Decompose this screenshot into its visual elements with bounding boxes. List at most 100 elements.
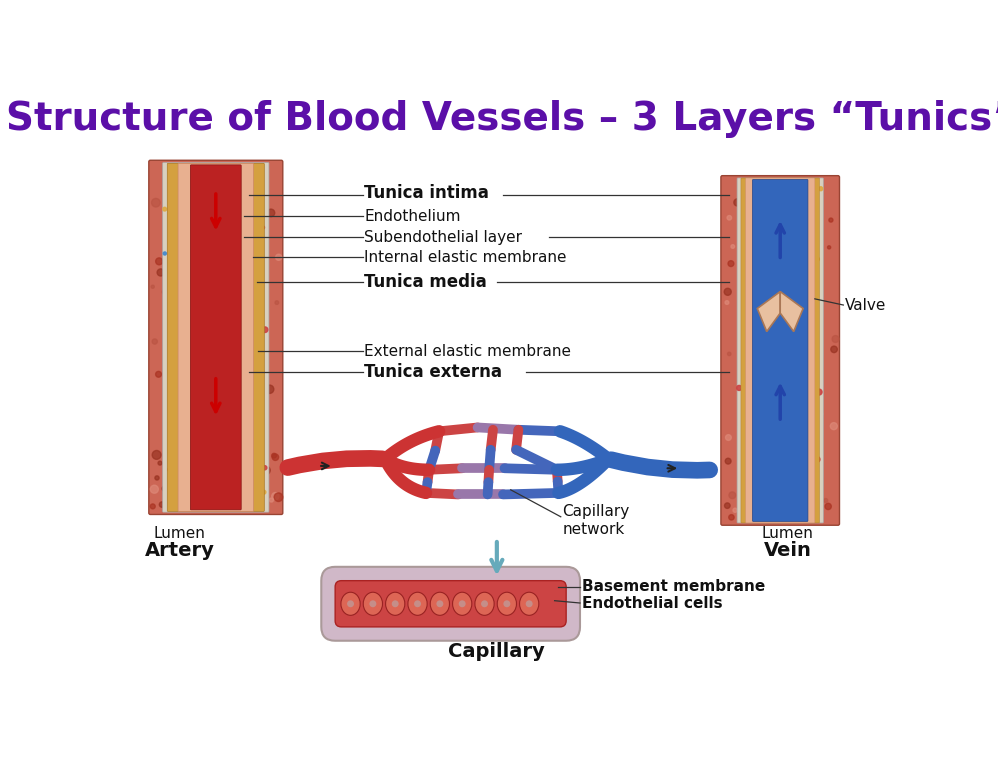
Circle shape (271, 453, 276, 458)
Circle shape (162, 486, 168, 491)
Circle shape (818, 186, 822, 191)
Circle shape (829, 218, 833, 222)
Circle shape (261, 466, 270, 475)
Circle shape (271, 493, 279, 500)
Circle shape (162, 290, 167, 294)
Circle shape (168, 468, 173, 472)
Ellipse shape (459, 600, 466, 607)
Text: Artery: Artery (145, 541, 215, 560)
Circle shape (728, 215, 732, 220)
Circle shape (265, 385, 273, 393)
Circle shape (172, 294, 178, 300)
Circle shape (725, 503, 731, 509)
Circle shape (160, 502, 165, 507)
Ellipse shape (408, 592, 427, 615)
Circle shape (156, 258, 163, 265)
FancyBboxPatch shape (738, 178, 823, 523)
Text: Lumen: Lumen (761, 526, 813, 541)
FancyBboxPatch shape (746, 178, 814, 523)
Circle shape (155, 476, 159, 480)
Circle shape (734, 199, 742, 206)
Circle shape (267, 209, 274, 217)
FancyBboxPatch shape (321, 567, 580, 641)
FancyBboxPatch shape (741, 178, 819, 523)
Circle shape (169, 377, 173, 381)
Ellipse shape (347, 600, 354, 607)
Circle shape (738, 426, 742, 430)
Polygon shape (780, 292, 803, 331)
Circle shape (274, 493, 282, 502)
Text: Endothelium: Endothelium (364, 209, 461, 224)
Circle shape (157, 269, 165, 276)
Circle shape (815, 257, 819, 261)
Circle shape (151, 485, 159, 493)
Text: Endothelial cells: Endothelial cells (582, 596, 723, 610)
Circle shape (726, 458, 732, 464)
Circle shape (726, 301, 729, 305)
Circle shape (158, 461, 162, 465)
Circle shape (261, 226, 264, 229)
Circle shape (262, 490, 265, 494)
Text: Capillary
network: Capillary network (562, 504, 630, 537)
Text: Tunica externa: Tunica externa (364, 363, 502, 381)
Text: External elastic membrane: External elastic membrane (364, 343, 572, 359)
Circle shape (737, 385, 742, 390)
Text: Internal elastic membrane: Internal elastic membrane (364, 250, 567, 265)
FancyBboxPatch shape (178, 163, 253, 512)
Circle shape (814, 456, 820, 462)
Circle shape (733, 508, 738, 512)
Circle shape (176, 193, 180, 196)
Circle shape (729, 492, 736, 499)
Ellipse shape (341, 592, 360, 615)
FancyBboxPatch shape (168, 163, 264, 512)
Circle shape (164, 252, 167, 255)
Circle shape (728, 261, 734, 267)
Circle shape (275, 301, 278, 305)
FancyBboxPatch shape (752, 180, 808, 522)
Ellipse shape (369, 600, 376, 607)
Ellipse shape (520, 592, 539, 615)
Polygon shape (757, 292, 780, 331)
Ellipse shape (526, 600, 533, 607)
Circle shape (262, 465, 266, 470)
Ellipse shape (452, 592, 472, 615)
Circle shape (258, 177, 262, 182)
FancyBboxPatch shape (191, 165, 242, 510)
Ellipse shape (392, 600, 398, 607)
FancyBboxPatch shape (335, 581, 566, 627)
Circle shape (726, 434, 732, 440)
Text: Subendothelial layer: Subendothelial layer (364, 230, 522, 245)
Circle shape (272, 454, 278, 460)
Text: Valve: Valve (845, 298, 886, 312)
Circle shape (729, 515, 735, 520)
Circle shape (816, 389, 822, 395)
FancyBboxPatch shape (163, 162, 268, 512)
Ellipse shape (414, 600, 421, 607)
Text: Capillary: Capillary (448, 642, 545, 661)
Circle shape (259, 370, 263, 374)
Ellipse shape (497, 592, 517, 615)
Text: Structure of Blood Vessels – 3 Layers “Tunics”: Structure of Blood Vessels – 3 Layers “T… (6, 101, 998, 139)
Circle shape (825, 503, 831, 509)
Circle shape (827, 246, 830, 249)
Circle shape (731, 245, 735, 249)
Circle shape (156, 371, 162, 377)
Circle shape (830, 346, 837, 352)
FancyBboxPatch shape (721, 176, 839, 525)
Text: Vein: Vein (763, 541, 811, 560)
Circle shape (151, 504, 156, 509)
Circle shape (832, 336, 839, 343)
Circle shape (151, 285, 155, 288)
FancyBboxPatch shape (149, 160, 282, 515)
Circle shape (262, 327, 267, 333)
Circle shape (725, 288, 732, 296)
Circle shape (152, 199, 160, 207)
Circle shape (823, 499, 827, 503)
Circle shape (263, 368, 268, 374)
Text: Tunica intima: Tunica intima (364, 184, 489, 202)
Ellipse shape (481, 600, 488, 607)
Circle shape (728, 352, 731, 356)
Ellipse shape (436, 600, 443, 607)
Circle shape (830, 423, 837, 430)
Text: Lumen: Lumen (154, 526, 206, 541)
